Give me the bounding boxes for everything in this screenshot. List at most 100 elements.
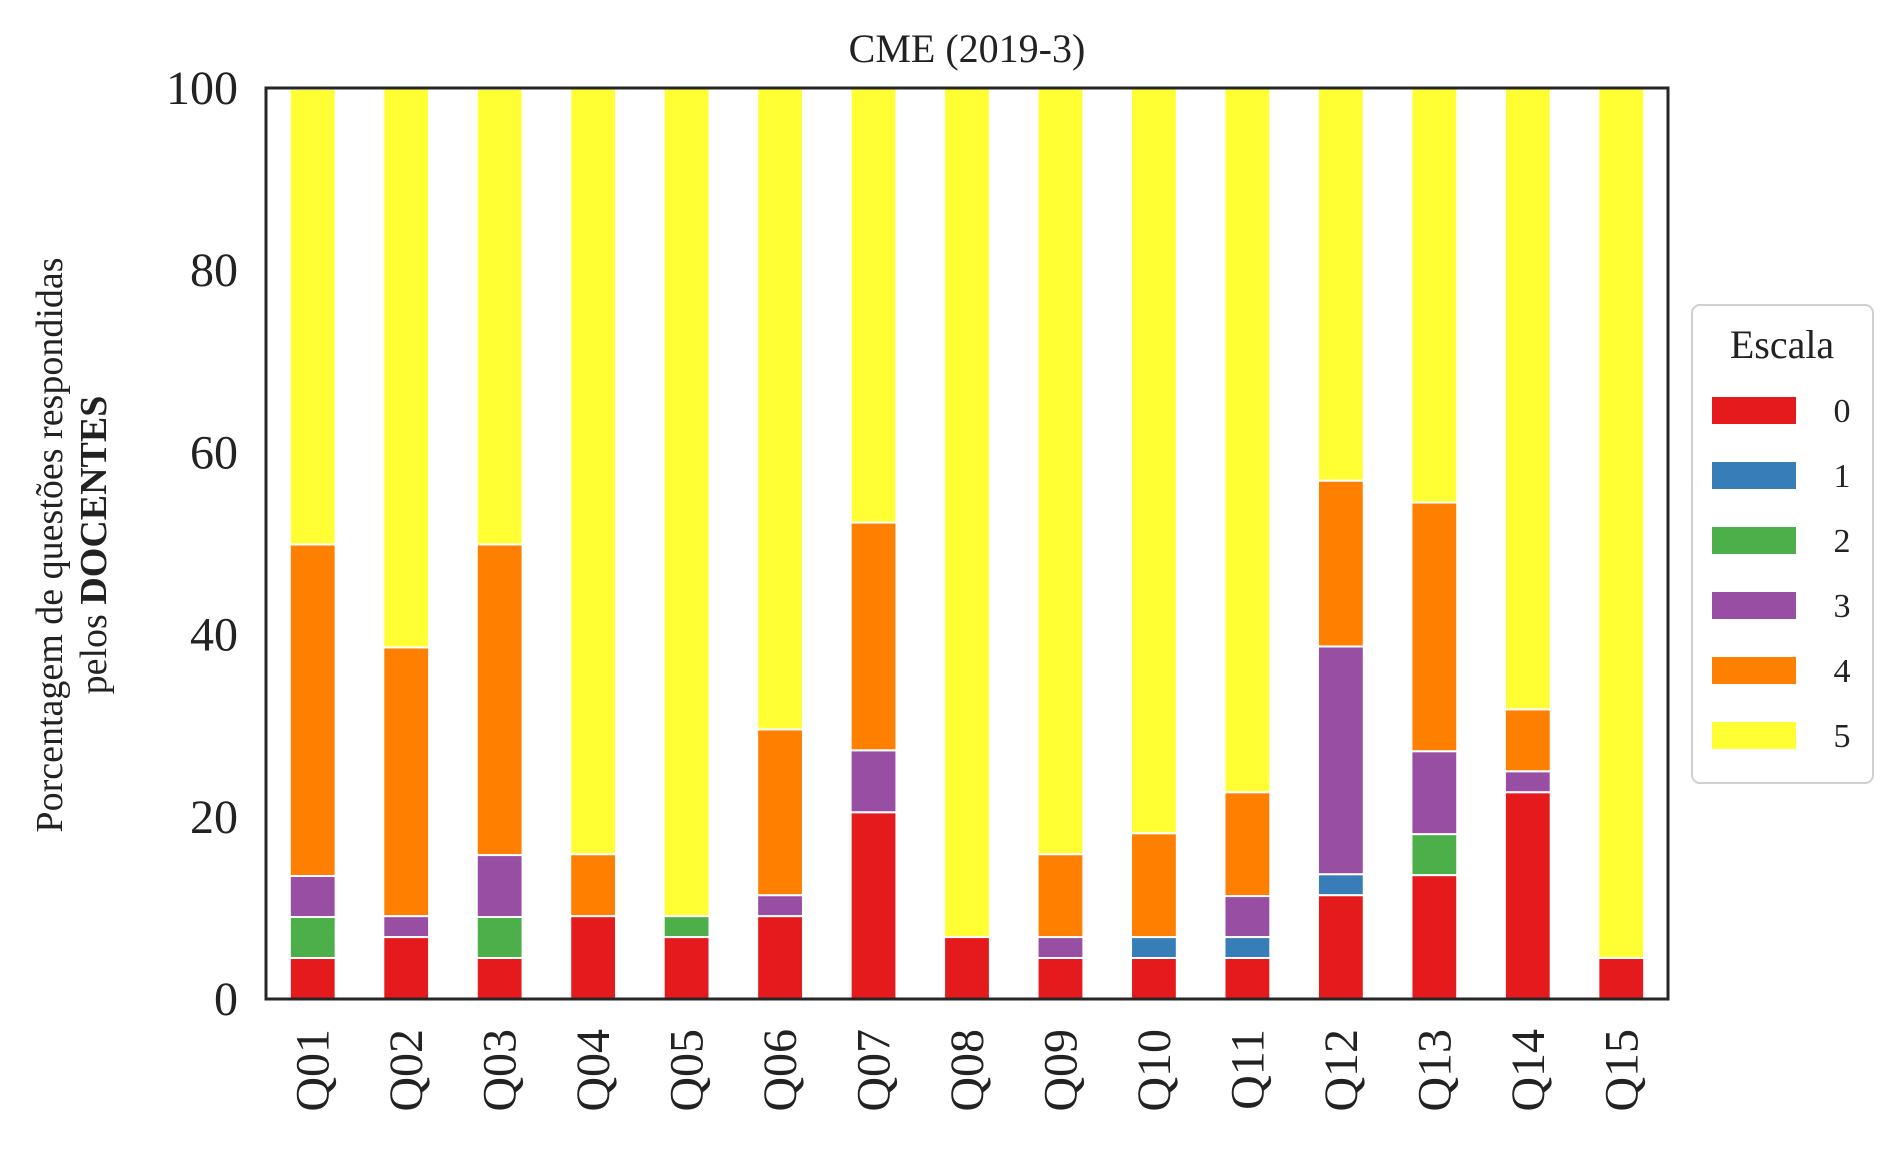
bar-Q12-escala-1 (1316, 873, 1365, 897)
legend-swatch-0 (1712, 397, 1796, 424)
bar-Q11-escala-5 (1223, 87, 1272, 794)
bar-Q12-escala-3 (1316, 645, 1365, 876)
bar-Q11-escala-0 (1223, 957, 1272, 1001)
x-tick-label-Q01: Q01 (287, 1029, 340, 1112)
legend: Escala 0 1 2 3 4 5 (1691, 304, 1874, 784)
legend-label-0: 0 (1834, 393, 1851, 430)
x-tick-label-Q03: Q03 (474, 1029, 527, 1112)
y-ticks: 0 20 40 60 80 100 (166, 62, 238, 1026)
x-tick-label-Q09: Q09 (1034, 1029, 1087, 1112)
bar-Q07-escala-3 (849, 749, 898, 814)
bar-Q01-escala-4 (288, 543, 337, 878)
plot-frame (264, 86, 1670, 1001)
bar-Q07-escala-0 (849, 811, 898, 1000)
y-tick-label: 40 (190, 609, 238, 662)
x-tick-label-Q04: Q04 (567, 1029, 620, 1112)
bar-Q09-escala-0 (1036, 957, 1085, 1001)
bar-Q13-escala-2 (1410, 833, 1459, 877)
x-tick-label-Q07: Q07 (848, 1029, 901, 1112)
x-tick-label-Q08: Q08 (941, 1029, 994, 1112)
x-tick-label-Q15: Q15 (1595, 1029, 1648, 1112)
y-tick-label: 0 (214, 973, 238, 1026)
bar-Q14-escala-3 (1503, 770, 1552, 794)
legend-title: Escala (1730, 322, 1835, 367)
bar-Q09-escala-4 (1036, 853, 1085, 939)
legend-swatch-4 (1712, 657, 1796, 684)
y-axis-label: Porcentagem de questões respondidas pelo… (29, 257, 115, 832)
y-axis-label-line2: pelos DOCENTES (73, 396, 115, 695)
bar-Q10-escala-0 (1130, 957, 1178, 1001)
bar-Q06-escala-5 (756, 86, 804, 731)
legend-swatch-2 (1712, 527, 1796, 554)
y-axis-label-prefix: pelos (73, 605, 115, 695)
bar-Q15-escala-5 (1597, 87, 1646, 960)
bar-Q04-escala-4 (569, 853, 618, 918)
x-tick-label-Q06: Q06 (754, 1029, 807, 1112)
bar-Q05-escala-5 (662, 87, 711, 918)
bar-Q11-escala-1 (1223, 936, 1272, 960)
x-tick-label-Q11: Q11 (1221, 1029, 1274, 1110)
bar-Q02-escala-0 (382, 936, 431, 1000)
bar-Q14-escala-0 (1503, 791, 1552, 1000)
bar-Q01-escala-3 (288, 875, 337, 919)
legend-swatch-3 (1712, 592, 1796, 619)
x-tick-label-Q02: Q02 (380, 1029, 433, 1112)
x-tick-label-Q05: Q05 (661, 1029, 714, 1112)
bar-Q06-escala-3 (756, 894, 804, 918)
y-axis-label-bold: DOCENTES (73, 396, 115, 605)
legend-swatch-5 (1712, 722, 1796, 749)
bar-Q09-escala-3 (1036, 936, 1085, 960)
bar-Q01-escala-2 (288, 916, 337, 960)
bar-Q06-escala-4 (756, 728, 804, 897)
bar-Q07-escala-5 (849, 87, 898, 524)
bars-layer (288, 86, 1646, 1001)
bar-Q10-escala-5 (1130, 87, 1178, 835)
bar-Q02-escala-4 (382, 646, 431, 918)
bar-Q04-escala-0 (569, 915, 618, 1000)
bar-Q03-escala-2 (475, 916, 524, 960)
bar-Q02-escala-3 (382, 915, 431, 939)
bar-Q15-escala-0 (1597, 957, 1646, 1001)
bar-Q05-escala-2 (662, 915, 711, 939)
bar-Q03-escala-4 (475, 543, 524, 857)
legend-swatch-1 (1712, 462, 1796, 489)
bar-Q14-escala-5 (1503, 87, 1552, 711)
bar-Q12-escala-0 (1316, 894, 1365, 1000)
x-tick-label-Q13: Q13 (1408, 1029, 1461, 1112)
bar-Q13-escala-5 (1410, 87, 1459, 504)
bar-Q03-escala-5 (475, 87, 524, 546)
bar-Q13-escala-3 (1410, 750, 1459, 836)
bar-Q11-escala-3 (1223, 895, 1272, 939)
legend-label-4: 4 (1834, 653, 1851, 690)
bar-Q08-escala-5 (943, 87, 991, 939)
y-axis-label-line1: Porcentagem de questões respondidas (29, 257, 71, 832)
y-tick-label: 60 (190, 426, 238, 479)
chart-title: CME (2019-3) (849, 26, 1086, 71)
bar-Q06-escala-0 (756, 915, 804, 1000)
bar-Q03-escala-3 (475, 854, 524, 919)
bar-Q02-escala-5 (382, 87, 431, 649)
bar-Q14-escala-4 (1503, 708, 1552, 773)
bar-Q13-escala-0 (1410, 874, 1459, 1000)
x-tick-label-Q14: Q14 (1502, 1029, 1555, 1112)
bar-Q03-escala-0 (475, 957, 524, 1001)
legend-items: 0 1 2 3 4 5 (1712, 393, 1851, 755)
bar-Q12-escala-4 (1316, 479, 1365, 648)
legend-label-3: 3 (1834, 588, 1851, 625)
bar-Q07-escala-4 (849, 521, 898, 752)
legend-label-5: 5 (1834, 718, 1851, 755)
bar-Q10-escala-1 (1130, 936, 1178, 960)
bar-Q09-escala-5 (1036, 87, 1085, 856)
legend-label-1: 1 (1834, 458, 1851, 495)
bar-Q01-escala-0 (288, 957, 337, 1001)
y-tick-label: 20 (190, 791, 238, 844)
bar-Q12-escala-5 (1316, 86, 1365, 482)
x-tick-label-Q12: Q12 (1315, 1029, 1368, 1112)
bar-Q08-escala-0 (943, 936, 991, 1000)
x-tick-label-Q10: Q10 (1128, 1029, 1181, 1112)
bar-Q04-escala-5 (569, 87, 618, 856)
x-ticks: Q01 Q02 Q03 Q04 Q05 Q06 Q07 Q08 Q09 Q10 Q11 Q12 Q13 Q… (287, 1029, 1649, 1112)
bar-Q10-escala-4 (1130, 832, 1178, 939)
legend-label-2: 2 (1834, 523, 1851, 560)
